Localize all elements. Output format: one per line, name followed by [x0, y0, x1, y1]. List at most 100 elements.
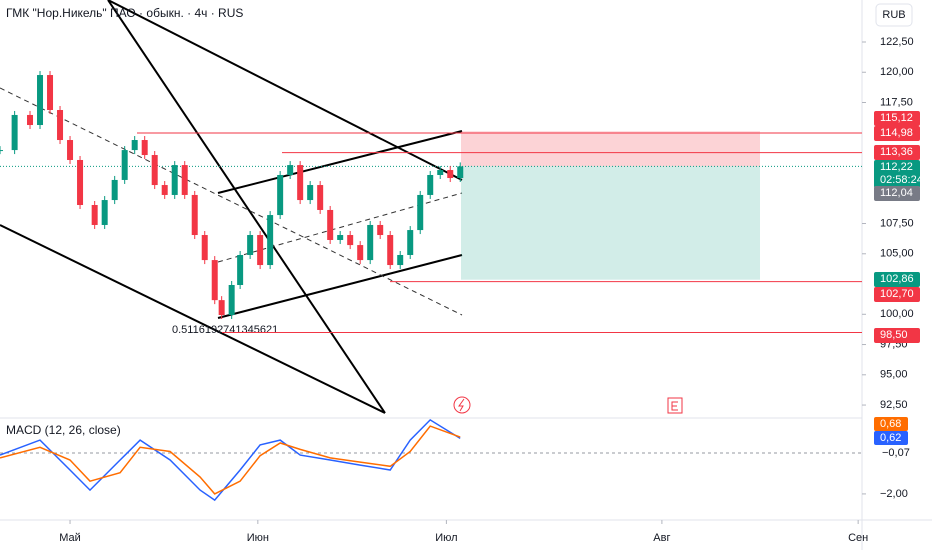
- candle: [111, 179, 118, 201]
- position-reward-zone: [461, 166, 760, 280]
- candle: [218, 300, 225, 316]
- trend-line: [0, 224, 386, 414]
- candle: [457, 166, 464, 179]
- position-risk-zone: [461, 131, 760, 167]
- candle: [11, 114, 18, 151]
- price-badge: [874, 328, 920, 343]
- candle: [191, 194, 198, 236]
- candle: [247, 235, 254, 255]
- currency-box[interactable]: [875, 3, 913, 27]
- macd-title: MACD (12, 26, close): [6, 423, 121, 437]
- price-badge: [874, 272, 920, 287]
- trend-line: [217, 130, 463, 194]
- candle: [257, 235, 264, 266]
- candle: [228, 285, 235, 316]
- y-tick-label: 100,00: [880, 308, 914, 320]
- candle: [387, 235, 394, 266]
- trend-lines: [0, 0, 463, 414]
- macd-badge: [874, 417, 908, 431]
- candle: [101, 200, 108, 225]
- macd-badge-label: 0,62: [880, 432, 901, 444]
- macd-line: [0, 418, 461, 502]
- candle: [347, 235, 354, 246]
- price-badge: [874, 287, 920, 302]
- candle: [141, 140, 148, 156]
- dashed-line: [0, 87, 463, 316]
- candle: [37, 75, 44, 126]
- price-badge-label: 102,86: [880, 273, 914, 285]
- candle: [427, 174, 434, 195]
- candle: [131, 140, 138, 151]
- price-badge-label: 98,50: [880, 329, 908, 341]
- price-badge-label: 114,98: [880, 127, 913, 139]
- x-tick-label: Июн: [247, 532, 269, 544]
- x-tick-label: Июл: [435, 532, 457, 544]
- price-badge-label: 115,12: [880, 112, 913, 124]
- candle: [67, 140, 74, 160]
- candle: [0, 150, 3, 152]
- candle: [151, 155, 158, 186]
- candle: [91, 205, 98, 225]
- candle: [407, 230, 414, 255]
- price-badge-label: 112,04: [880, 187, 913, 199]
- price-badge: [874, 126, 920, 141]
- dividend-icon[interactable]: [453, 396, 471, 414]
- candle: [317, 185, 324, 210]
- macd-badge: [874, 431, 908, 445]
- x-tick-label: Авг: [653, 532, 670, 544]
- price-badge-label: 112,22: [880, 161, 913, 173]
- candle: [201, 235, 208, 261]
- candle: [161, 185, 168, 195]
- x-tick-label: Май: [59, 532, 81, 544]
- trend-line: [107, 0, 463, 181]
- candle: [377, 224, 384, 236]
- price-badge-label: 102,70: [880, 288, 914, 300]
- price-badge-label: 113,36: [880, 146, 913, 158]
- candle: [267, 215, 274, 266]
- y-tick-label: 117,50: [880, 96, 913, 108]
- macd-badge-label: 0,68: [880, 418, 901, 430]
- candle: [447, 170, 454, 179]
- candle: [181, 165, 188, 195]
- candle: [357, 245, 364, 261]
- trend-line: [107, 0, 386, 414]
- y-tick-label: 105,00: [880, 248, 914, 260]
- chart-title: ГМК "Нор.Никель" ПАО · обыкн. · 4ч · RUS: [6, 6, 243, 20]
- candle: [367, 224, 374, 261]
- candle: [171, 165, 178, 195]
- macd-y-tick-label: −2,00: [880, 488, 908, 500]
- candle: [337, 235, 344, 240]
- earnings-icon-glyph: [671, 401, 678, 411]
- candle: [211, 260, 218, 301]
- price-countdown: 02:58:24: [880, 174, 923, 186]
- price-badge: [874, 186, 920, 201]
- candle: [277, 174, 284, 216]
- candle: [27, 114, 34, 126]
- candle: [297, 165, 304, 201]
- annotation: 0.5116192741345621: [172, 324, 278, 336]
- y-tick-label: 122,50: [880, 36, 914, 48]
- y-tick-label: 120,00: [880, 66, 914, 78]
- candle: [57, 110, 64, 141]
- candle: [417, 194, 424, 231]
- y-tick-label: 95,00: [880, 369, 908, 381]
- y-tick-label: 107,50: [880, 217, 914, 229]
- candle: [47, 75, 54, 111]
- candle: [327, 209, 334, 240]
- price-badge: [874, 111, 920, 126]
- y-tick-label: 92,50: [880, 399, 908, 411]
- candle: [437, 170, 444, 175]
- macd-line: [0, 425, 461, 495]
- dividend-icon-glyph: [458, 398, 465, 412]
- macd-histogram-label: −0,07: [882, 447, 910, 459]
- currency[interactable]: RUB: [882, 9, 905, 21]
- candle: [287, 165, 294, 175]
- candle: [397, 254, 404, 266]
- candle: [237, 254, 244, 285]
- price-badge: [874, 160, 920, 188]
- candle: [121, 150, 128, 180]
- candle: [307, 185, 314, 201]
- trend-line: [217, 254, 463, 319]
